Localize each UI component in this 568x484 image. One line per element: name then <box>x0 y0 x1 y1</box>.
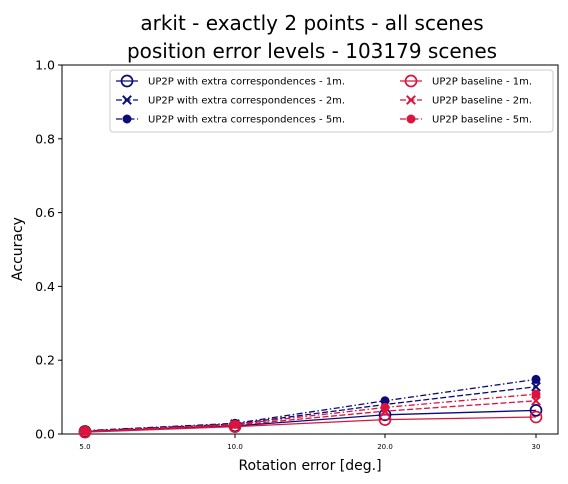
chart-title-line-2: position error levels - 103179 scenes <box>127 39 497 63</box>
series-line <box>84 400 537 433</box>
series-line <box>84 386 537 432</box>
data-point-circle <box>531 389 541 399</box>
chart-title-line-1: arkit - exactly 2 points - all scenes <box>140 11 483 35</box>
data-point-x <box>531 381 541 392</box>
x-tick-label: 30 <box>532 443 541 451</box>
plot-area-frame <box>61 64 559 435</box>
data-point-circle <box>80 426 90 436</box>
data-point-circle <box>378 413 392 426</box>
legend-entry-3: UP2P with extra correspondences - 5m. <box>116 114 345 126</box>
legend-marker <box>122 95 132 105</box>
series-layer <box>78 374 543 439</box>
data-point-circle <box>230 419 240 429</box>
legend-label: UP2P with extra correspondences - 1m. <box>148 77 345 88</box>
legend-entry-6: UP2P baseline - 5m. <box>400 114 532 126</box>
legend-label: UP2P with extra correspondences - 5m. <box>148 115 345 126</box>
legend-label: UP2P with extra correspondences - 2m. <box>148 96 345 107</box>
series-line <box>84 409 537 433</box>
y-axis: 0.0 0.2 0.4 0.6 0.8 1.0 <box>35 58 62 442</box>
y-axis-label: Accuracy <box>10 217 26 281</box>
data-point-x <box>531 395 541 406</box>
series-line <box>84 416 537 433</box>
y-tick-label: 1.0 <box>35 58 55 73</box>
legend-entry-2: UP2P with extra correspondences - 2m. <box>116 95 345 107</box>
y-tick-label: 0.0 <box>35 427 55 442</box>
y-tick-label: 0.4 <box>35 279 55 294</box>
data-point-circle <box>380 402 390 412</box>
series-line <box>84 378 537 432</box>
y-tick-label: 0.6 <box>35 205 55 220</box>
legend-entry-4: UP2P baseline - 1m. <box>400 74 532 88</box>
legend-marker <box>406 114 416 124</box>
legend-marker <box>122 114 132 124</box>
data-point-circle <box>529 410 543 424</box>
legend-label: UP2P baseline - 2m. <box>432 96 532 107</box>
data-point-circle <box>531 374 541 384</box>
legend-marker <box>404 74 418 88</box>
legend-marker <box>406 95 416 105</box>
legend: UP2P with extra correspondences - 1m. UP2… <box>109 69 554 133</box>
legend-entry-5: UP2P baseline - 2m. <box>400 95 532 107</box>
data-point-circle <box>529 404 543 417</box>
legend-marker <box>120 74 134 88</box>
y-tick-label: 0.2 <box>35 353 55 368</box>
y-tick-label: 0.8 <box>35 131 55 146</box>
legend-label: UP2P baseline - 1m. <box>432 77 532 88</box>
legend-entry-1: UP2P with extra correspondences - 1m. <box>116 74 345 88</box>
series-6 <box>80 389 541 436</box>
x-axis-label: Rotation error [deg.] <box>238 458 381 474</box>
x-tick-label: 5.0 <box>79 443 90 451</box>
x-axis: 5.0 10.0 20.0 30 <box>79 434 540 451</box>
legend-label: UP2P baseline - 5m. <box>432 115 532 126</box>
x-tick-label: 20.0 <box>377 443 393 451</box>
legend-frame <box>109 69 554 133</box>
series-1 <box>78 404 543 438</box>
x-tick-label: 10.0 <box>227 443 243 451</box>
series-line <box>84 393 537 433</box>
